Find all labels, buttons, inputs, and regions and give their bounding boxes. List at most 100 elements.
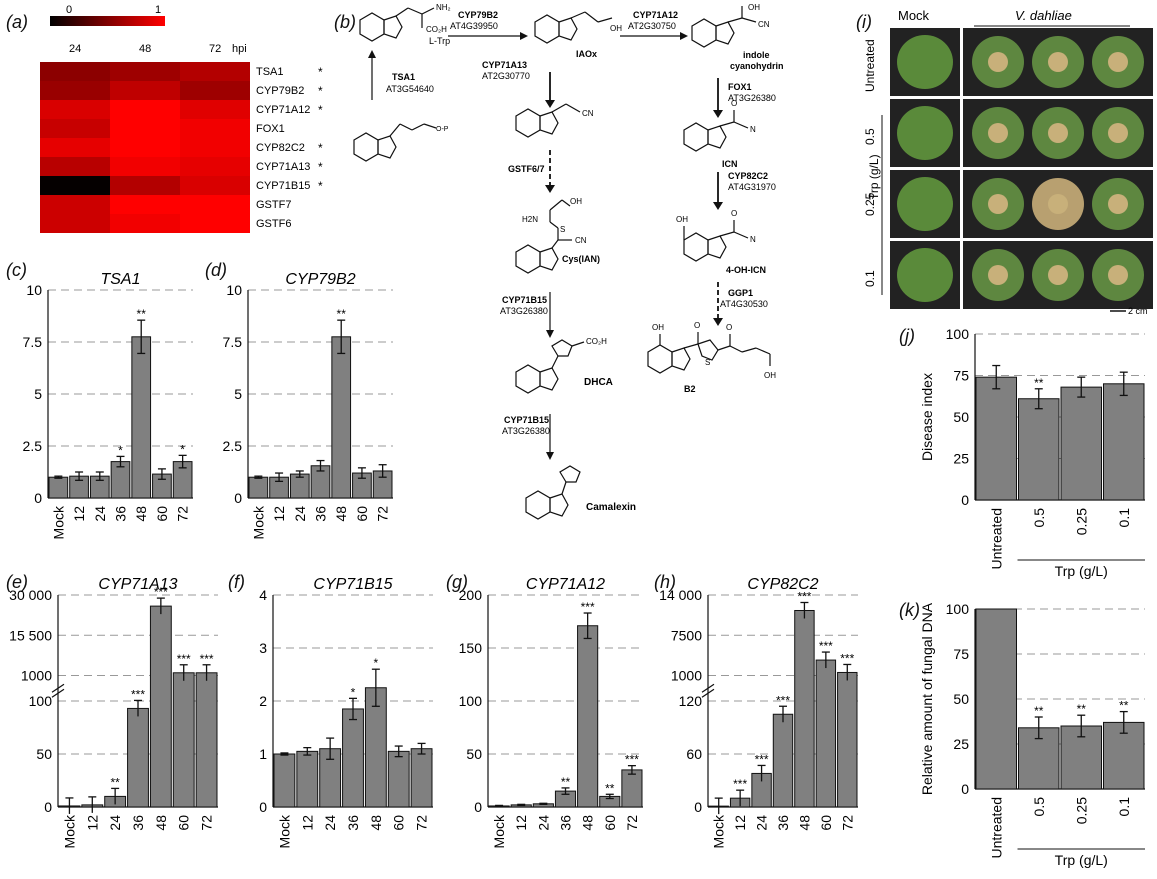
x-tick-label: 0.1 (1116, 508, 1132, 528)
y-tick-label: 2.5 (23, 438, 43, 454)
photo-vdahliae-label: V. dahliae (1015, 8, 1072, 23)
y-tick-label: 4 (259, 587, 267, 603)
significance-label: *** (797, 589, 811, 603)
y-tick-label: 100 (946, 601, 970, 617)
heatmap-cell (110, 62, 180, 81)
pathway-camalexin: Camalexin (586, 502, 636, 513)
heatmap-cell (40, 119, 110, 138)
plant-lesion (1048, 194, 1068, 214)
photo-trp-label: Trp (g/L) (867, 154, 881, 200)
pathway-at4g31970: AT4G31970 (728, 182, 776, 192)
x-tick-label: Mock (61, 814, 77, 848)
camalexin-structure (525, 465, 581, 520)
pathway-oh-6: OH (764, 371, 776, 380)
x-tick-label: 12 (513, 815, 529, 831)
x-group-label: Trp (g/L) (1055, 852, 1108, 868)
icn-structure (683, 110, 749, 152)
panel-f-letter: (f) (228, 572, 245, 592)
y-tick-label: 50 (466, 746, 482, 762)
heatmap-cell (180, 138, 250, 157)
bar (131, 336, 152, 499)
x-tick-label: Mock (50, 505, 66, 539)
heatmap-col-label: 48 (139, 43, 151, 55)
panel-a-letter: (a) (6, 12, 28, 32)
x-tick-label: 24 (322, 815, 338, 831)
igp-structure (353, 123, 437, 162)
heatmap-color-scale (50, 16, 165, 26)
pathway-ohicn: 4-OH-ICN (726, 265, 766, 275)
plant-lesion (988, 52, 1008, 72)
pathway-n-1: N (750, 125, 756, 134)
heatmap-scale-min: 0 (66, 4, 72, 16)
plant-photo-panel: Mock V. dahliae Trp (g/L) Untreated 0.5 0.2… (863, 8, 1153, 316)
chart-tsa1: TSA1 0 2.5 5 7.5 10 Mock 12 24 * 36 ** 48 60 * 72 (23, 271, 193, 539)
heatmap-cell (40, 100, 110, 119)
heatmap-row-star: * (318, 103, 323, 117)
y-tick-label: 7.5 (223, 334, 243, 350)
pathway-o-4: O (726, 323, 732, 332)
significance-label: * (118, 443, 123, 457)
bar (331, 336, 352, 499)
panel-j-letter: (j) (899, 326, 915, 346)
heatmap-row-label: CYP71B15 (256, 180, 310, 192)
chart-title: TSA1 (100, 271, 140, 288)
x-tick-label: 72 (375, 506, 391, 522)
pathway-cn-1: CN (758, 20, 770, 29)
pathway-tsa1: TSA1 (392, 72, 415, 82)
photo-row-label: Untreated (863, 39, 877, 92)
heatmap-cell (110, 119, 180, 138)
x-tick-label: 60 (354, 506, 370, 522)
pathway-at3g26380-a: AT3G26380 (728, 93, 776, 103)
significance-label: *** (154, 585, 168, 599)
bar (1060, 386, 1102, 501)
bar (815, 659, 837, 808)
x-tick-label: Untreated (988, 508, 1004, 569)
heatmap-panel: 0 1 24 48 72 hpi TSA1 * CYP79B2 * CYP71A12 * FOX… (40, 4, 323, 233)
chart-cyp71a12: CYP71A12 0 50 100 150 200 Mock 12 24 ** 36 *** 48 ** 6… (459, 576, 643, 848)
pathway-ggp1: GGP1 (728, 288, 753, 298)
pathway-cysian: Cys(IAN) (562, 254, 600, 264)
pathway-cn-2: CN (582, 109, 594, 118)
significance-label: ** (605, 781, 615, 795)
pathway-s-2: S (705, 358, 710, 367)
x-tick-label: Mock (250, 505, 266, 539)
pathway-cyp71a13: CYP71A13 (482, 60, 527, 70)
pathway-cyp79b2: CYP79B2 (458, 10, 498, 20)
significance-label: * (374, 656, 379, 670)
heatmap-cell (40, 214, 110, 233)
y-axis-label: Disease index (919, 373, 935, 461)
heatmap-cell (180, 214, 250, 233)
y-tick-label: 0 (694, 799, 702, 815)
heatmap-row-star: * (318, 84, 323, 98)
heatmap-cell (110, 157, 180, 176)
pathway-oh-4: OH (676, 215, 688, 224)
y-tick-label: 0 (961, 781, 969, 797)
y-tick-label: 100 (946, 326, 970, 342)
heatmap-row-label: GSTF6 (256, 218, 291, 230)
plant-lesion (1048, 265, 1068, 285)
heatmap-cell (110, 138, 180, 157)
pathway-co2h-2: CO₂H (586, 337, 607, 346)
y-tick-label: 100 (459, 693, 483, 709)
y-tick-label: 50 (953, 409, 969, 425)
significance-label: * (180, 442, 185, 456)
bar (975, 608, 1017, 790)
y-tick-label: 5 (234, 386, 242, 402)
heatmap-cell (40, 138, 110, 157)
y-tick-label: 3 (259, 640, 267, 656)
chart-fungal-dna: 0 25 50 75 100 Untreated ** 0.5 ** 0.25 ** 0.1 Relat… (919, 601, 1145, 868)
significance-label: *** (733, 777, 747, 791)
significance-label: ** (337, 307, 347, 321)
plant-lesion (1048, 123, 1068, 143)
chart-cyp82c2: CYP82C2 0 60 120 1000 7500 14 000 Mock *** 12 *** 2… (659, 576, 858, 848)
x-tick-label: 0.1 (1116, 797, 1132, 817)
heatmap-cell (180, 176, 250, 195)
x-tick-label: 12 (271, 506, 287, 522)
y-tick-label: 50 (36, 746, 52, 762)
plant-rosette (897, 248, 953, 302)
pathway-cyp82c2: CYP82C2 (728, 171, 768, 181)
x-tick-label: 12 (732, 815, 748, 831)
photo-mock-label: Mock (898, 8, 930, 23)
x-tick-label: 36 (130, 815, 146, 831)
significance-label: *** (625, 753, 639, 767)
